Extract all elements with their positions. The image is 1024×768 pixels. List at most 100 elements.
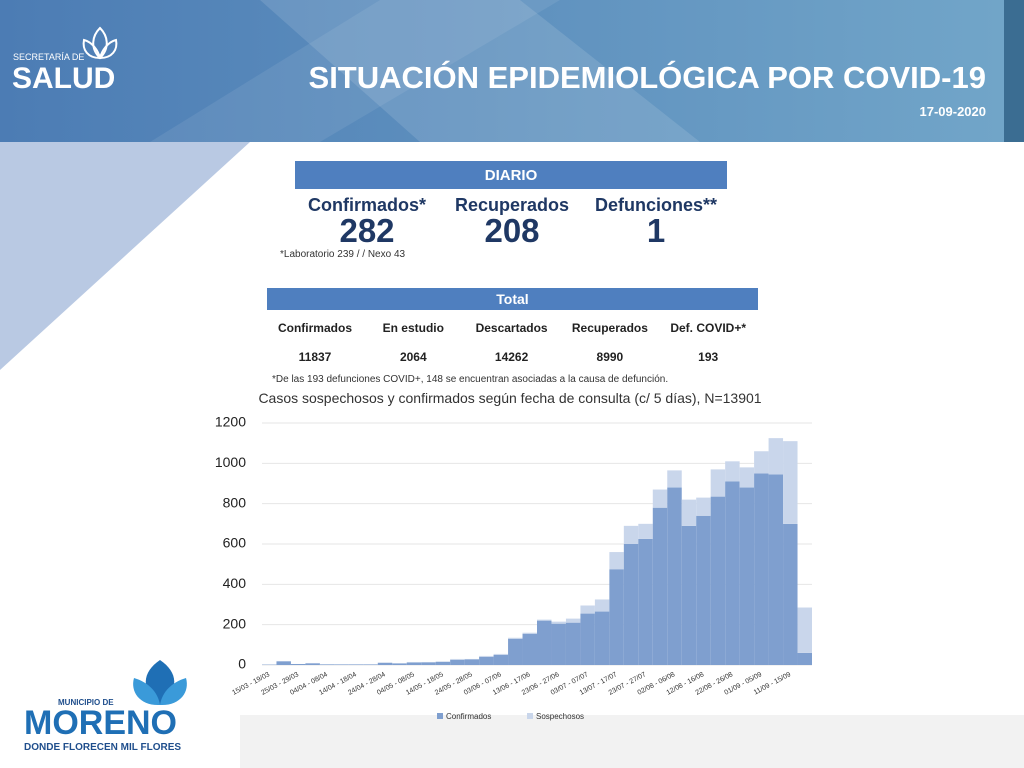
bar (710, 496, 726, 665)
bar (580, 613, 595, 665)
bar (739, 467, 755, 488)
header-edge (1004, 0, 1024, 142)
bar (435, 661, 451, 662)
daily-label: Defunciones** (594, 195, 718, 215)
bar (435, 661, 451, 665)
moreno-logo (133, 660, 187, 706)
bar (290, 663, 306, 665)
bar (276, 661, 291, 665)
bar (522, 632, 537, 634)
bar (783, 441, 798, 524)
moreno: MORENO (24, 704, 177, 742)
y-tick-label: 200 (223, 615, 247, 631)
bar (580, 605, 595, 614)
bar (797, 607, 812, 653)
totals-value: 11837 (298, 350, 332, 364)
daily-value: 282 (339, 212, 395, 249)
daily-note: *Laboratorio 239 / / Nexo 43 (280, 249, 406, 260)
bar (565, 622, 581, 665)
header-stripe (150, 0, 560, 142)
header-band (0, 0, 1024, 142)
bar (537, 620, 552, 665)
bar (725, 481, 740, 665)
bar (392, 663, 407, 665)
bar (450, 658, 465, 660)
y-tick-label: 1000 (215, 454, 246, 470)
daily-label: Confirmados* (307, 195, 426, 215)
daily-bar (295, 161, 727, 189)
totals-value: 14262 (494, 350, 529, 364)
bar (623, 544, 639, 665)
org-small: SECRETARÍA DE (13, 52, 85, 62)
daily-value: 1 (646, 212, 666, 249)
bar (551, 621, 566, 624)
bar (493, 654, 509, 665)
legend-label: Confirmados (446, 712, 491, 721)
bar (696, 497, 711, 516)
bar (406, 661, 422, 663)
y-tick-label: 600 (223, 535, 247, 551)
bar (754, 451, 769, 474)
bar (652, 507, 668, 665)
bar (421, 662, 436, 665)
bar (377, 662, 393, 663)
totals-header: En estudio (382, 321, 444, 335)
totals-value: 193 (698, 350, 719, 364)
salud-logo (82, 26, 118, 60)
bar (551, 623, 566, 665)
org: SALUD (12, 62, 116, 95)
bar (638, 523, 653, 539)
bar (594, 611, 610, 665)
y-tick-label: 400 (223, 575, 247, 591)
totals-value: 2064 (399, 350, 427, 364)
bar (319, 664, 335, 665)
legend-swatch (437, 713, 443, 719)
bar (696, 515, 711, 665)
tagline: DONDE FLORECEN MIL FLORES (24, 742, 182, 753)
daily-value: 208 (484, 212, 540, 249)
totals-header: Descartados (475, 321, 548, 335)
chart-title: Casos sospechosos y confirmados según fe… (258, 390, 762, 406)
daily-title: DIARIO (484, 167, 538, 184)
bar (522, 633, 537, 665)
bar (493, 653, 509, 655)
bar (725, 461, 740, 482)
bar (450, 659, 465, 665)
bar (609, 569, 624, 665)
bar (667, 487, 682, 665)
bar (537, 619, 552, 621)
bar (348, 664, 364, 665)
bar (508, 638, 523, 665)
daily-label: Recuperados (454, 195, 570, 215)
y-tick-label: 0 (238, 656, 246, 672)
totals-bar (267, 288, 758, 310)
bar (783, 523, 798, 665)
totals-value: 8990 (596, 350, 624, 364)
side-triangle (0, 142, 250, 370)
bar (305, 663, 320, 665)
footer-band (240, 715, 1024, 768)
bar (638, 538, 653, 665)
bar (363, 664, 378, 665)
bar (594, 599, 610, 612)
totals-note: *De las 193 defunciones COVID+, 148 se e… (272, 374, 669, 385)
municipio: MUNICIPIO DE (58, 698, 114, 707)
totals-title: Total (496, 291, 529, 307)
title: SITUACIÓN EPIDEMIOLÓGICA POR COVID-19 (308, 60, 986, 95)
bar (609, 552, 624, 570)
bar (334, 664, 349, 665)
bar (623, 525, 639, 544)
bar (768, 438, 784, 475)
bar (768, 474, 784, 665)
bar (406, 662, 422, 665)
bar (681, 499, 697, 526)
totals-header: Recuperados (571, 321, 648, 335)
date: 17-09-2020 (919, 104, 987, 119)
bar (710, 469, 726, 497)
bar (508, 637, 523, 639)
y-tick-label: 800 (223, 494, 247, 510)
bar (681, 525, 697, 665)
legend-swatch (527, 713, 533, 719)
